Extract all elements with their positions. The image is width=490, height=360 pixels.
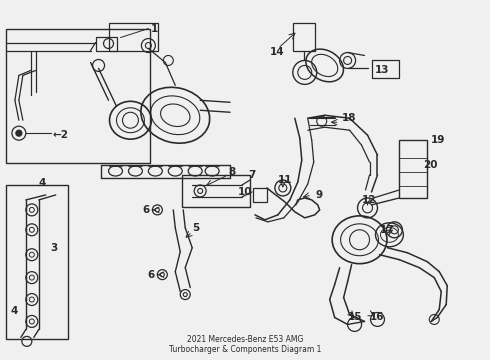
- Text: 10: 10: [238, 187, 252, 197]
- Bar: [253, 188, 267, 202]
- Text: 5: 5: [192, 223, 199, 233]
- Text: ←2: ←2: [53, 130, 69, 140]
- Text: 15: 15: [347, 312, 362, 323]
- Text: 8: 8: [228, 167, 235, 177]
- Bar: [293, 23, 315, 50]
- Bar: [182, 175, 250, 207]
- Text: 9: 9: [316, 190, 323, 200]
- Text: 14: 14: [270, 48, 285, 58]
- Text: 1: 1: [150, 24, 158, 33]
- Bar: [399, 140, 427, 198]
- Text: 4: 4: [11, 306, 18, 316]
- Bar: [6, 185, 68, 339]
- Text: 4: 4: [39, 178, 46, 188]
- Bar: [96, 37, 118, 50]
- Bar: [6, 28, 150, 163]
- Text: 13: 13: [374, 66, 389, 76]
- Bar: [108, 23, 158, 50]
- Text: 2021 Mercedes-Benz E53 AMG
Turbocharger & Components Diagram 1: 2021 Mercedes-Benz E53 AMG Turbocharger …: [169, 335, 321, 354]
- Text: 17: 17: [379, 225, 394, 235]
- Text: 16: 16: [369, 312, 384, 323]
- Bar: [371, 60, 399, 78]
- Text: 11: 11: [278, 175, 293, 185]
- Text: 3: 3: [51, 243, 58, 253]
- Circle shape: [16, 130, 22, 136]
- Text: 20: 20: [423, 160, 438, 170]
- Text: 6: 6: [143, 205, 149, 215]
- Text: 7: 7: [248, 170, 255, 180]
- Text: 6: 6: [147, 270, 155, 280]
- Text: 12: 12: [362, 195, 376, 205]
- Text: 18: 18: [342, 113, 356, 123]
- Text: 19: 19: [431, 135, 445, 145]
